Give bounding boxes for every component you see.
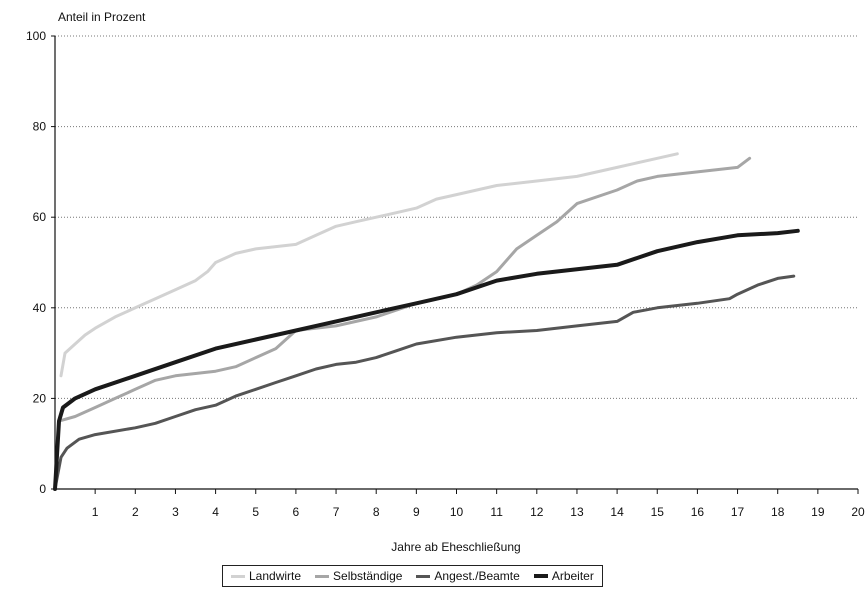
x-tick-label-18: 18 [771, 505, 785, 519]
x-axis-title: Jahre ab Eheschließung [391, 540, 520, 554]
legend-item-selbstaendige: Selbständige [315, 569, 402, 583]
series-line-selbständige [57, 156, 752, 423]
x-tick-label-9: 9 [413, 505, 420, 519]
series-line-landwirte [59, 152, 679, 378]
y-tick-labels: 0 20 40 60 80 100 [26, 29, 46, 496]
legend-label-angestellte-beamte: Angest./Beamte [434, 569, 520, 583]
legend-label-landwirte: Landwirte [249, 569, 302, 583]
series-line-angest-beamte [53, 274, 796, 491]
x-tick-label-3: 3 [172, 505, 179, 519]
y-axis-title: Anteil in Prozent [58, 10, 146, 24]
legend-swatch-arbeiter [533, 574, 548, 578]
x-tick-label-11: 11 [490, 505, 503, 519]
y-tick-label-40: 40 [33, 301, 47, 315]
legend-item-landwirte: Landwirte [231, 569, 301, 583]
axes [51, 35, 859, 494]
legend-item-arbeiter: Arbeiter [533, 569, 594, 583]
x-tick-label-19: 19 [811, 505, 825, 519]
y-tick-label-100: 100 [26, 29, 46, 43]
x-tick-label-16: 16 [691, 505, 705, 519]
x-tick-label-14: 14 [610, 505, 624, 519]
y-tick-label-80: 80 [33, 120, 47, 134]
x-tick-label-7: 7 [333, 505, 340, 519]
gridlines [55, 35, 858, 399]
x-tick-label-5: 5 [252, 505, 259, 519]
legend-swatch-angestellte-beamte [416, 574, 431, 578]
x-tick-label-4: 4 [212, 505, 219, 519]
y-tick-label-0: 0 [39, 482, 46, 496]
x-tick-label-17: 17 [731, 505, 745, 519]
legend: Landwirte Selbständige Angest./Beamte Ar… [222, 565, 603, 587]
legend-label-selbstaendige: Selbständige [333, 569, 403, 583]
x-tick-label-6: 6 [293, 505, 300, 519]
legend-swatch-landwirte [231, 574, 245, 578]
legend-swatch-selbstaendige [315, 574, 330, 578]
x-tick-label-15: 15 [651, 505, 665, 519]
x-tick-label-8: 8 [373, 505, 380, 519]
legend-item-angestellte-beamte: Angest./Beamte [416, 569, 520, 583]
series-line-arbeiter [53, 228, 800, 491]
y-tick-label-20: 20 [33, 391, 47, 405]
x-tick-label-10: 10 [450, 505, 464, 519]
x-tick-labels: 1 2 3 4 5 6 7 8 9 10 11 12 13 14 15 16 17 18 19 20 [92, 505, 865, 519]
legend-label-arbeiter: Arbeiter [551, 569, 594, 583]
x-tick-label-1: 1 [92, 505, 99, 519]
x-tick-label-12: 12 [530, 505, 544, 519]
x-tick-label-20: 20 [851, 505, 865, 519]
x-tick-label-13: 13 [570, 505, 584, 519]
x-tick-label-2: 2 [132, 505, 139, 519]
y-tick-label-60: 60 [33, 210, 47, 224]
series-lines [53, 152, 800, 491]
